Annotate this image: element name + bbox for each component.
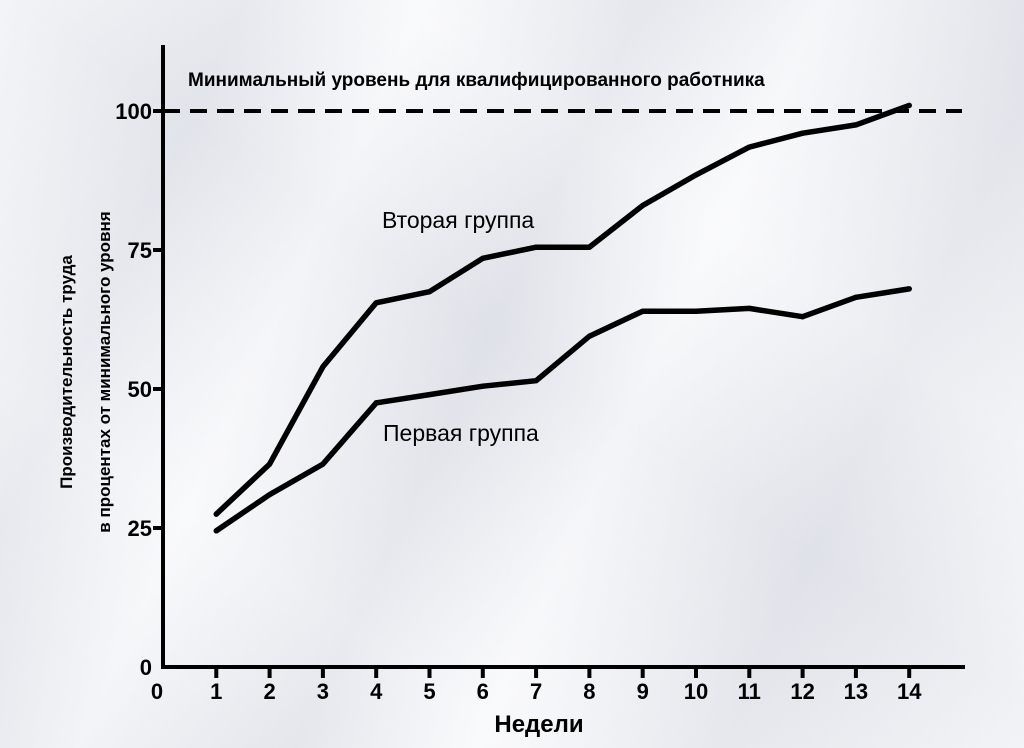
series-1-point-4 xyxy=(373,300,379,306)
x-tick-label-7: 7 xyxy=(530,679,542,704)
series-2-point-8 xyxy=(586,333,593,339)
series-2-point-2 xyxy=(267,492,273,498)
x-tick-label-6: 6 xyxy=(477,679,489,704)
series-1-point-1 xyxy=(213,511,219,517)
series-lines xyxy=(213,102,912,534)
series-1-point-6 xyxy=(480,255,486,261)
y-tick-label-50: 50 xyxy=(128,377,152,402)
series-1-point-9 xyxy=(640,202,646,209)
series-1-point-10 xyxy=(693,172,699,178)
x-tick-label-0: 0 xyxy=(151,679,163,704)
series-line-1 xyxy=(213,102,912,517)
y-axis-label: Производительность труда в процентах от … xyxy=(57,211,114,532)
x-tick-label-1: 1 xyxy=(210,679,222,704)
series-label-second: Вторая группа xyxy=(382,207,534,233)
series-2-point-10 xyxy=(693,308,699,314)
x-tick-label-2: 2 xyxy=(263,679,275,704)
series-2-point-13 xyxy=(853,294,859,300)
series-1-point-8 xyxy=(586,244,593,250)
series-1-point-7 xyxy=(533,244,539,250)
series-1-point-12 xyxy=(800,130,806,136)
x-tick-label-8: 8 xyxy=(583,679,595,704)
x-tick-label-10: 10 xyxy=(684,679,708,704)
y-ticks: 0 25 50 75 100 xyxy=(115,99,163,680)
series-1-point-11 xyxy=(746,144,752,150)
series-2-point-9 xyxy=(640,308,646,314)
x-tick-label-12: 12 xyxy=(790,679,814,704)
y-axis-label-line-1: Производительность труда xyxy=(57,255,76,489)
y-tick-label-25: 25 xyxy=(128,516,152,541)
series-1-point-3 xyxy=(320,364,326,370)
series-line-2 xyxy=(213,286,912,534)
series-2-point-14 xyxy=(906,286,912,292)
series-2-point-11 xyxy=(746,305,752,311)
reference-line-label: Минимальный уровень для квалифицированно… xyxy=(188,70,765,91)
series-2-point-4 xyxy=(373,400,379,406)
x-tick-label-5: 5 xyxy=(423,679,435,704)
x-ticks: 0 1 2 3 4 5 6 7 8 9 10 11 12 13 14 xyxy=(151,667,922,704)
x-tick-label-9: 9 xyxy=(637,679,649,704)
y-tick-label-100: 100 xyxy=(115,99,152,124)
y-tick-label-75: 75 xyxy=(128,238,152,263)
y-tick-label-0: 0 xyxy=(140,655,152,680)
x-axis-label: Недели xyxy=(494,711,583,738)
series-1-point-13 xyxy=(853,122,859,128)
series-2-point-5 xyxy=(426,391,433,398)
axes xyxy=(161,45,965,669)
series-2-point-7 xyxy=(533,378,539,384)
series-2-point-1 xyxy=(213,528,219,534)
x-tick-label-14: 14 xyxy=(897,679,922,704)
x-tick-label-3: 3 xyxy=(317,679,329,704)
reference-line-group: Минимальный уровень для квалифицированно… xyxy=(163,70,962,113)
series-1-point-5 xyxy=(426,289,433,295)
x-tick-label-13: 13 xyxy=(844,679,868,704)
series-2-point-3 xyxy=(320,461,326,467)
series-2-point-6 xyxy=(480,383,486,389)
x-tick-label-11: 11 xyxy=(738,679,761,704)
series-1-point-2 xyxy=(267,461,273,467)
y-axis-label-line-2: в процентах от минимального уровня xyxy=(95,211,114,532)
series-2-point-12 xyxy=(800,314,806,320)
series-1-point-14 xyxy=(906,102,912,109)
series-label-first: Первая группа xyxy=(383,420,539,446)
x-tick-label-4: 4 xyxy=(370,679,383,704)
